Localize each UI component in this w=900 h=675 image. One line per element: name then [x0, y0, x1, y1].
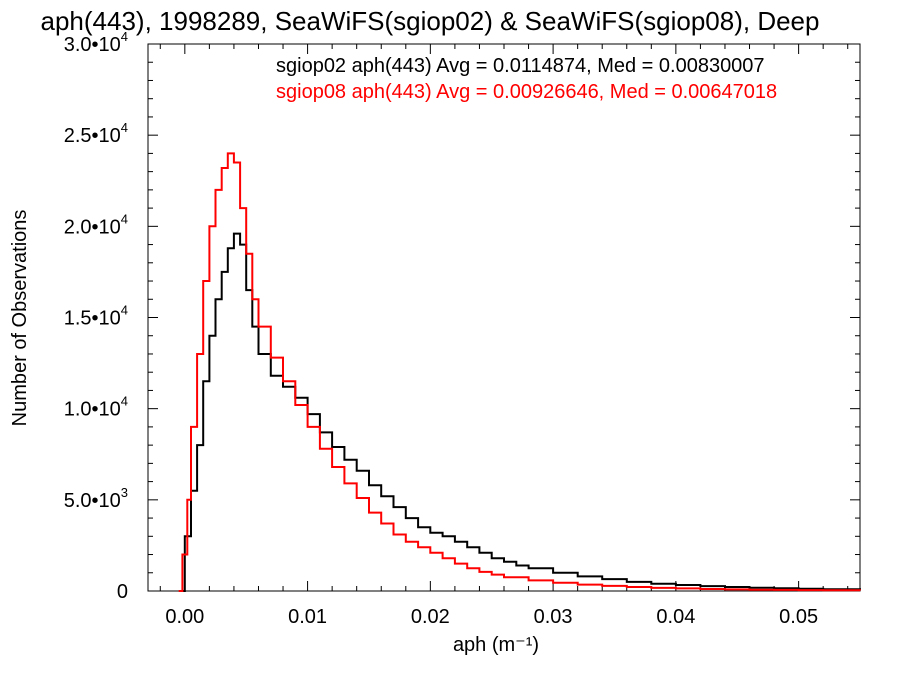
legend-entry-sgiop08: sgiop08 aph(443) Avg = 0.00926646, Med =…	[276, 81, 777, 103]
y-tick-label: 5.0•103	[64, 485, 128, 512]
y-tick-label: 2.5•104	[64, 120, 128, 147]
legend-entry-sgiop02: sgiop02 aph(443) Avg = 0.0114874, Med = …	[276, 55, 765, 77]
axis-ticks	[148, 43, 860, 592]
x-tick-label: 0.01	[288, 606, 327, 628]
series-line-sgiop02	[181, 232, 861, 592]
x-tick-label: 0.04	[656, 606, 695, 628]
y-axis-label: Number of Observations	[9, 210, 31, 427]
x-tick-label: 0.00	[165, 606, 204, 628]
x-tick-label: 0.05	[779, 606, 818, 628]
series-line-sgiop08	[178, 152, 861, 592]
y-tick-label: 3.0•104	[64, 29, 128, 56]
y-tick-label: 2.0•104	[64, 211, 128, 238]
plot-frame	[147, 43, 861, 592]
y-tick-label: 1.0•104	[64, 394, 128, 421]
y-tick-labels: 0 5.0•103 1.0•104 1.5•104 2.0•104 2.5•104 3.0•…	[64, 29, 128, 603]
y-tick-label: 1.5•104	[64, 303, 128, 330]
series-layer	[178, 152, 861, 592]
chart-title: aph(443), 1998289, SeaWiFS(sgiop02) & Se…	[41, 6, 820, 36]
x-axis-label: aph (m⁻¹)	[453, 634, 539, 656]
y-tick-label: 0	[117, 581, 128, 603]
x-tick-label: 0.02	[411, 606, 450, 628]
x-tick-labels: 0.00 0.01 0.02 0.03 0.04 0.05	[165, 606, 818, 628]
x-tick-label: 0.03	[534, 606, 573, 628]
